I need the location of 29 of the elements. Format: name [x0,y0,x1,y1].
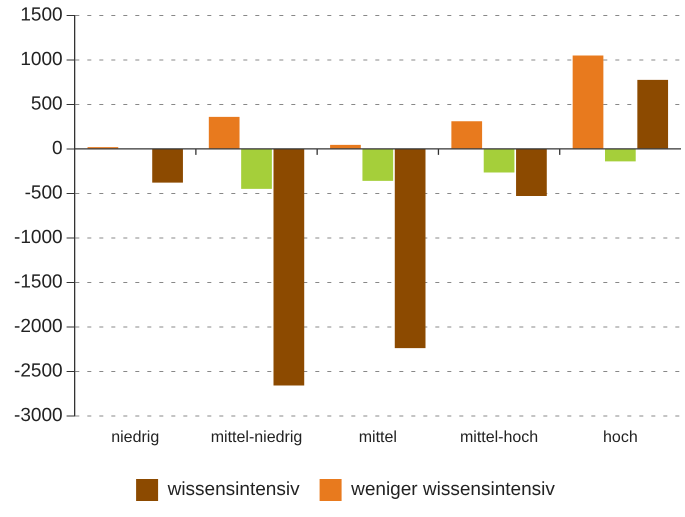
y-tick-label: -2000 [14,316,63,338]
x-tick-label: mittel-niedrig [210,428,302,446]
x-tick-label: niedrig [111,428,160,446]
bar [152,149,183,183]
y-tick-label: -1000 [14,227,63,248]
x-tick-label: mittel [358,428,397,446]
y-tick-label: -3000 [14,405,63,426]
bar [208,116,240,148]
bar [484,149,514,172]
y-tick-label: -500 [24,182,63,204]
y-tick-label: -2500 [14,360,63,382]
legend-label: weniger wissensintensiv [350,479,556,500]
x-tick-label: hoch [603,428,638,446]
y-tick-label: 1500 [20,4,63,26]
legend-label: wissensintensiv [166,479,300,500]
x-tick-label: mittel-hoch [460,428,538,446]
y-tick-label: 500 [30,94,63,115]
bar [241,149,272,189]
bar [273,149,304,386]
bar [604,149,636,162]
y-tick-label: -1500 [14,272,63,293]
bar [637,80,668,148]
y-tick-label: 1000 [20,49,63,70]
y-tick-label: 0 [52,138,63,160]
bar [362,149,394,181]
bar [572,55,604,148]
bar [394,149,426,348]
bar [516,149,547,196]
bar [451,121,482,148]
